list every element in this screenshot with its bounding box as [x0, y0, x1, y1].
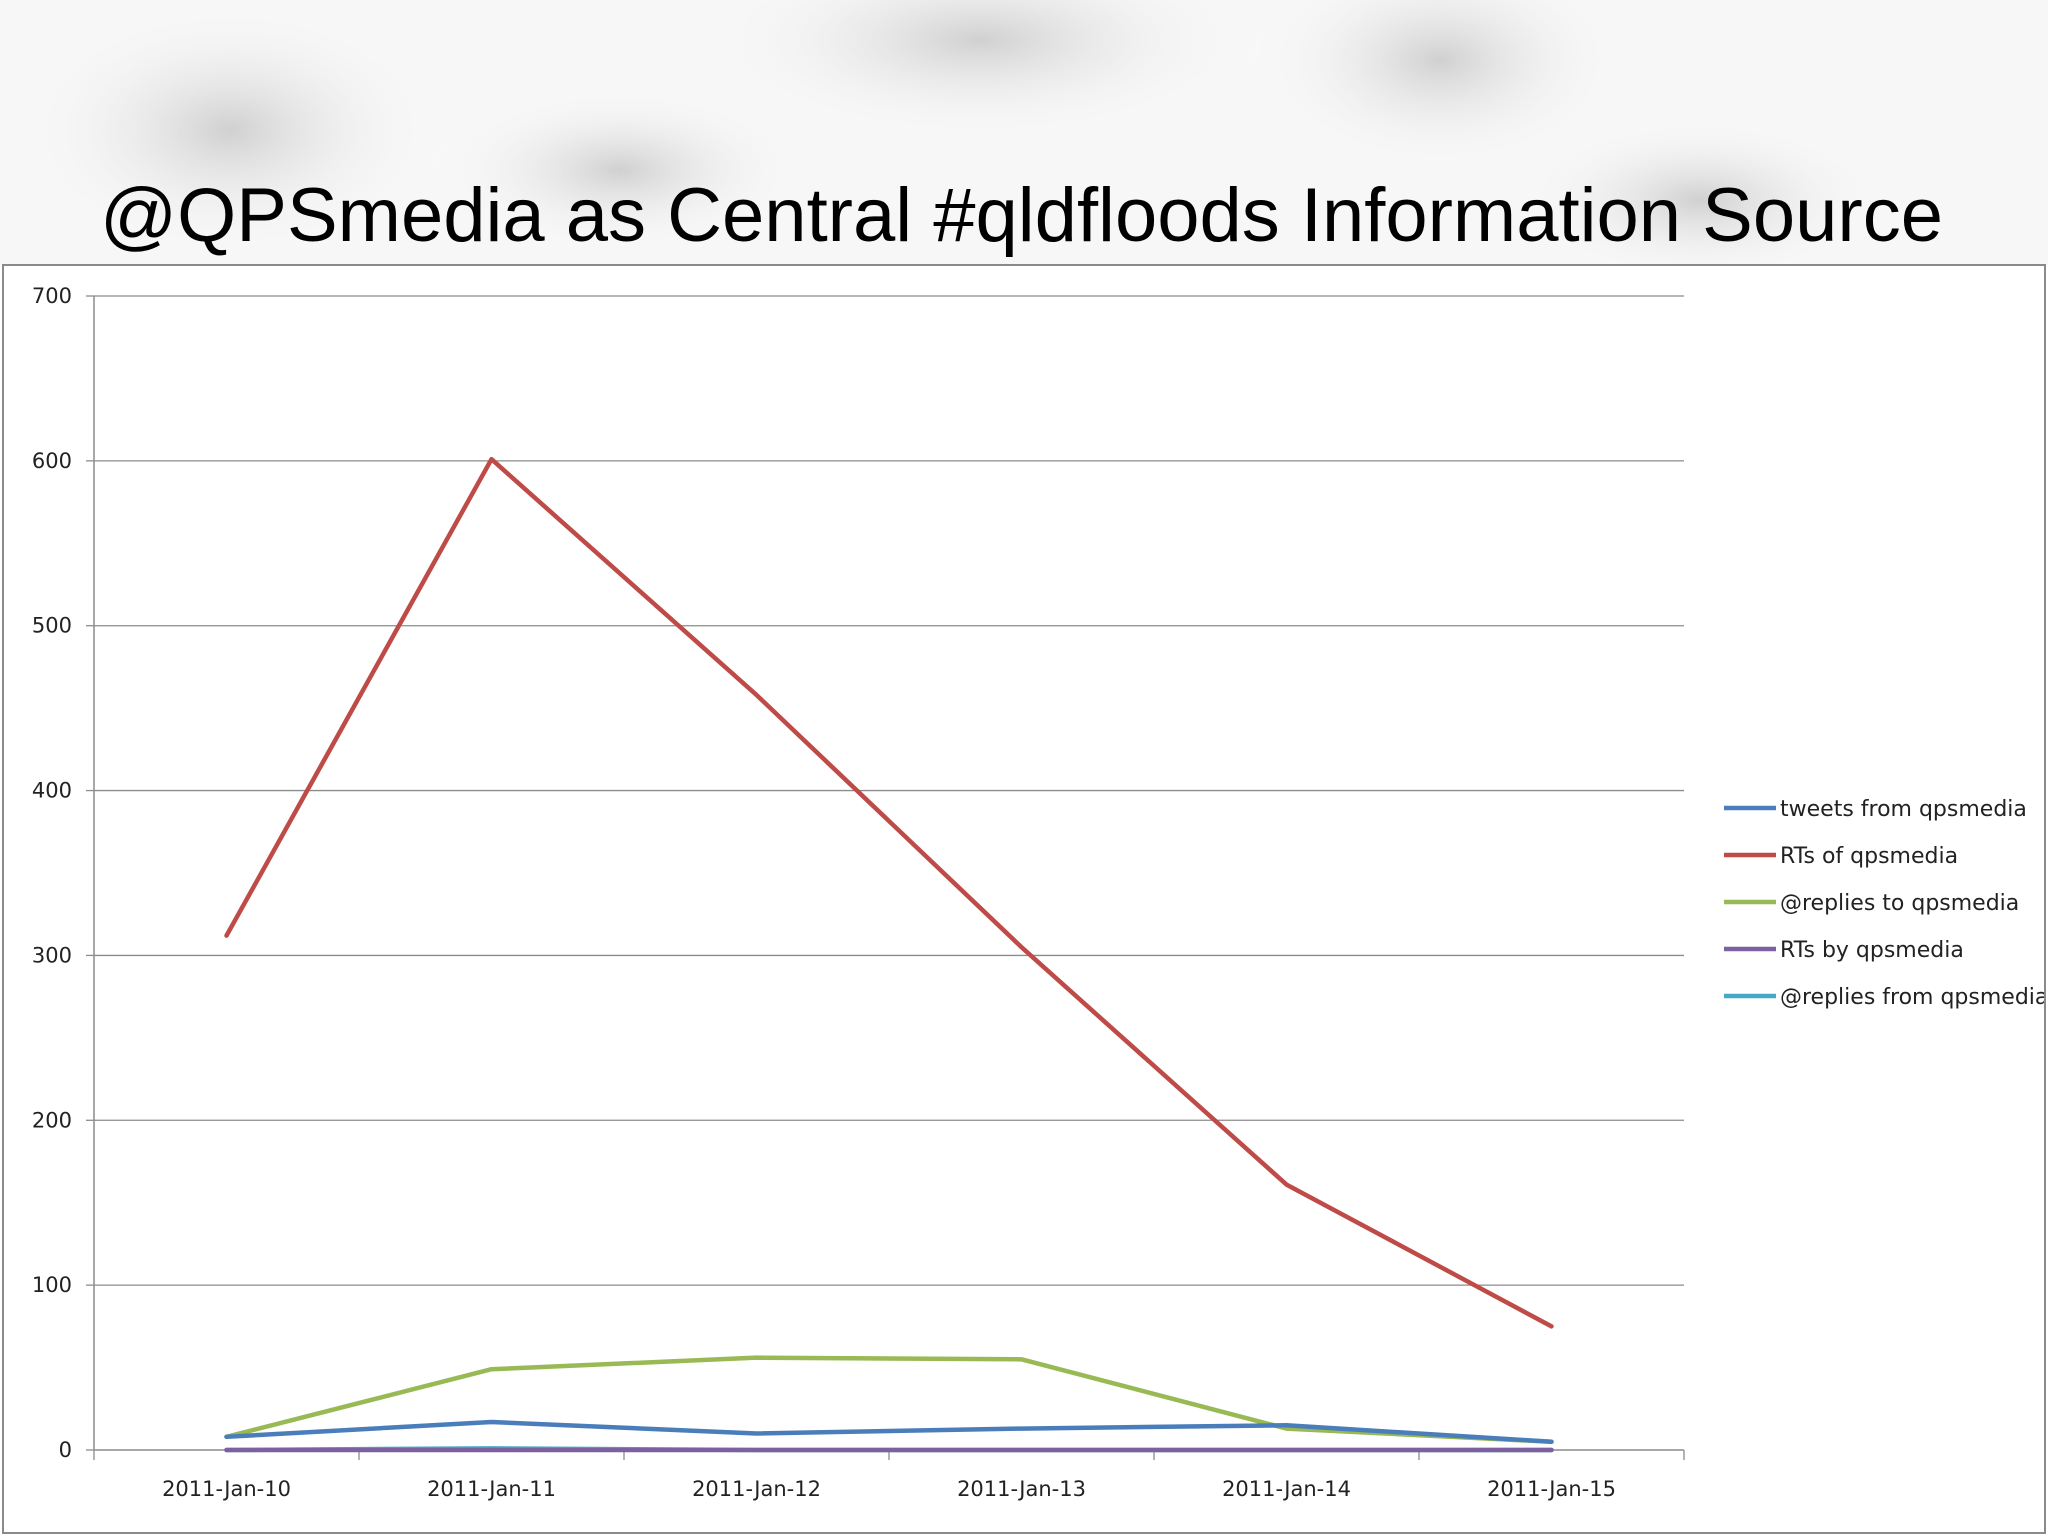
legend-label: RTs of qpsmedia — [1780, 844, 1958, 869]
legend-label: RTs by qpsmedia — [1780, 938, 1964, 963]
y-tick-label: 0 — [59, 1438, 72, 1462]
x-tick-label: 2011-Jan-15 — [1487, 1477, 1616, 1501]
legend: tweets from qpsmedia RTs of qpsmedia @repl… — [1724, 797, 2044, 1010]
legend-label: @replies to qpsmedia — [1780, 891, 2019, 916]
x-tick-label: 2011-Jan-12 — [692, 1477, 821, 1501]
y-tick-label: 600 — [32, 449, 72, 473]
axes: 0 100 200 300 400 500 600 700 2011-Jan-10 2011-Ja… — [32, 284, 1685, 1501]
y-tick-label: 300 — [32, 943, 72, 967]
y-tick-label: 200 — [32, 1108, 72, 1132]
legend-label: @replies from qpsmedia — [1780, 985, 2044, 1010]
x-tick-label: 2011-Jan-11 — [427, 1477, 556, 1501]
series-line--replies-to-qpsmedia — [224, 1355, 1554, 1445]
slide-title: @QPSmedia as Central #qldfloods Informat… — [100, 173, 1943, 258]
series-line-tweets-from-qpsmedia — [224, 1419, 1554, 1445]
y-tick-label: 400 — [32, 779, 72, 803]
chart-frame: 0 100 200 300 400 500 600 700 2011-Jan-10 2011-Ja… — [2, 264, 2046, 1534]
gridlines — [94, 295, 1684, 1286]
x-tick-label: 2011-Jan-14 — [1222, 1477, 1351, 1501]
x-tick-label: 2011-Jan-13 — [957, 1477, 1086, 1501]
x-tick-label: 2011-Jan-10 — [162, 1477, 291, 1501]
legend-label: tweets from qpsmedia — [1780, 797, 2027, 822]
background-decoration — [0, 0, 2048, 265]
series-lines — [224, 456, 1554, 1453]
y-tick-label: 700 — [32, 284, 72, 308]
y-tick-label: 500 — [32, 614, 72, 638]
series-line-rts-of-qpsmedia — [224, 456, 1554, 1329]
y-tick-label: 100 — [32, 1273, 72, 1297]
line-chart: 0 100 200 300 400 500 600 700 2011-Jan-10 2011-Ja… — [32, 284, 2044, 1501]
